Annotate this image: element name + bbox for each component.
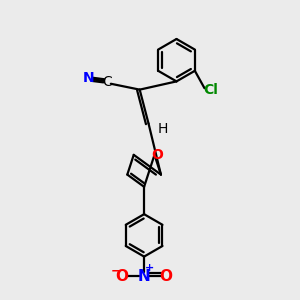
Text: O: O	[116, 268, 128, 284]
Text: Cl: Cl	[203, 82, 218, 97]
Text: O: O	[151, 148, 163, 162]
Text: N: N	[83, 71, 94, 85]
Text: N: N	[138, 268, 151, 284]
Text: H: H	[158, 122, 168, 136]
Text: O: O	[160, 268, 173, 284]
Text: +: +	[146, 263, 154, 273]
Text: −: −	[110, 265, 121, 278]
Text: C: C	[102, 75, 112, 89]
